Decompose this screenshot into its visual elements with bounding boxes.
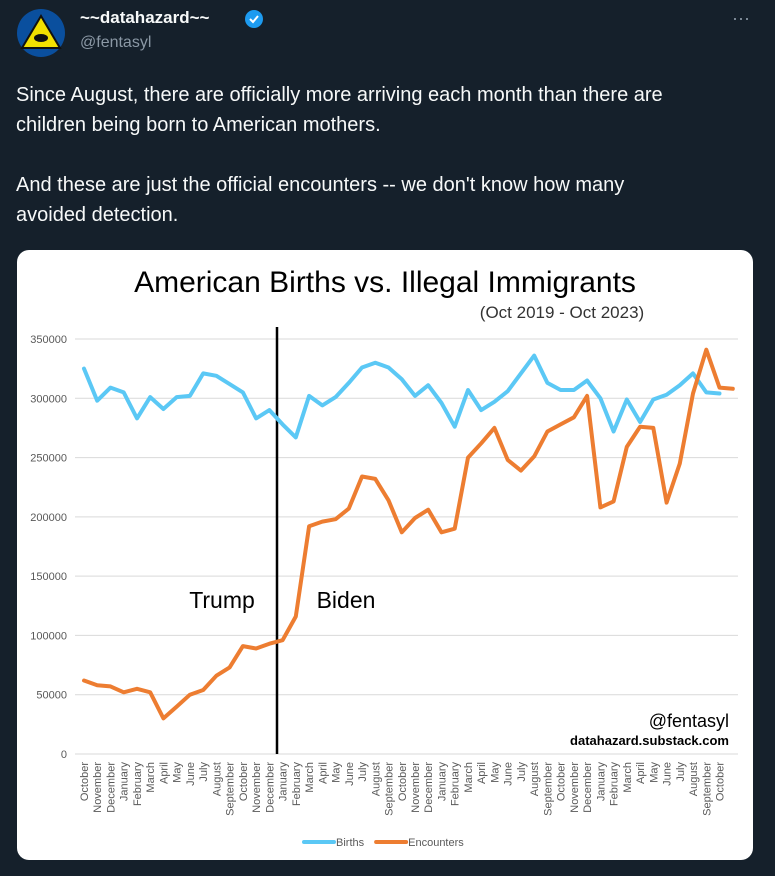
x-tick-label: February — [132, 762, 144, 807]
legend-label: Encounters — [408, 837, 464, 849]
x-tick-label: January — [595, 762, 607, 802]
chart-subtitle: (Oct 2019 - Oct 2023) — [480, 303, 644, 322]
x-tick-label: December — [582, 762, 594, 813]
x-tick-label: September — [542, 762, 554, 816]
x-tick-label: December — [423, 762, 435, 813]
x-tick-label: February — [609, 762, 621, 807]
more-button[interactable]: ··· — [732, 8, 750, 28]
y-tick-label: 0 — [61, 749, 67, 761]
x-tick-label: October — [556, 762, 568, 801]
y-tick-label: 150000 — [30, 571, 67, 583]
annotation: datahazard.substack.com — [570, 733, 729, 748]
x-tick-label: May — [648, 762, 660, 783]
annotation: @fentasyl — [649, 711, 729, 731]
x-tick-label: March — [622, 762, 634, 793]
author-handle[interactable]: @fentasyl — [80, 34, 152, 51]
text-line: children being born to American mothers. — [16, 114, 381, 136]
tweet-text: Since August, there are officially more … — [16, 80, 663, 260]
y-tick-label: 250000 — [30, 453, 67, 465]
x-tick-label: July — [516, 762, 528, 782]
x-tick-label: December — [264, 762, 276, 813]
text-line: And these are just the official encounte… — [16, 174, 625, 196]
x-tick-label: April — [635, 762, 647, 784]
paragraph: Since August, there are officially more … — [16, 80, 663, 140]
author-name[interactable]: ~~datahazard~~ — [80, 8, 210, 27]
x-tick-label: June — [503, 762, 515, 786]
chart: American Births vs. Illegal Immigrants (… — [17, 250, 753, 860]
x-tick-label: April — [476, 762, 488, 784]
x-tick-label: November — [410, 762, 422, 813]
x-tick-label: October — [715, 762, 727, 801]
x-tick-label: June — [344, 762, 356, 786]
x-tick-label: October — [397, 762, 409, 801]
chart-card — [17, 250, 753, 860]
x-tick-label: March — [463, 762, 475, 793]
x-tick-label: November — [92, 762, 104, 813]
series-line — [82, 353, 722, 440]
x-tick-label: February — [291, 762, 303, 807]
x-tick-label: November — [569, 762, 581, 813]
y-tick-label: 350000 — [30, 334, 67, 346]
x-tick-label: January — [119, 762, 131, 802]
y-tick-label: 100000 — [30, 630, 67, 642]
chart-title: American Births vs. Illegal Immigrants — [134, 266, 636, 299]
x-tick-label: September — [384, 762, 396, 816]
x-tick-label: December — [105, 762, 117, 813]
x-tick-label: June — [662, 762, 674, 786]
y-tick-label: 300000 — [30, 393, 67, 405]
x-tick-label: April — [158, 762, 170, 784]
x-tick-label: January — [436, 762, 448, 802]
x-tick-label: May — [489, 762, 501, 783]
text-line: avoided detection. — [16, 204, 179, 226]
avatar[interactable] — [16, 8, 66, 58]
x-tick-label: June — [185, 762, 197, 786]
x-tick-label: April — [317, 762, 329, 784]
x-tick-label: October — [238, 762, 250, 801]
x-tick-label: January — [278, 762, 290, 802]
x-tick-label: November — [251, 762, 263, 813]
series-line — [82, 347, 735, 721]
x-tick-label: July — [198, 762, 210, 782]
x-tick-label: March — [304, 762, 316, 793]
x-tick-label: May — [172, 762, 184, 783]
verified-badge — [245, 10, 263, 28]
x-tick-label: August — [211, 762, 223, 796]
x-tick-label: February — [450, 762, 462, 807]
x-tick-label: September — [225, 762, 237, 816]
x-tick-label: August — [370, 762, 382, 796]
paragraph: And these are just the official encounte… — [16, 170, 663, 230]
x-tick-label: July — [675, 762, 687, 782]
x-tick-label: August — [688, 762, 700, 796]
x-tick-label: March — [145, 762, 157, 793]
y-tick-label: 200000 — [30, 512, 67, 524]
annotation: Biden — [317, 587, 376, 613]
x-tick-label: May — [331, 762, 343, 783]
x-tick-label: August — [529, 762, 541, 796]
y-tick-label: 50000 — [36, 690, 67, 702]
text-line: Since August, there are officially more … — [16, 84, 663, 106]
x-tick-label: September — [701, 762, 713, 816]
x-tick-label: October — [79, 762, 91, 801]
annotation: Trump — [189, 587, 255, 613]
legend-label: Births — [336, 837, 365, 849]
x-tick-label: July — [357, 762, 369, 782]
